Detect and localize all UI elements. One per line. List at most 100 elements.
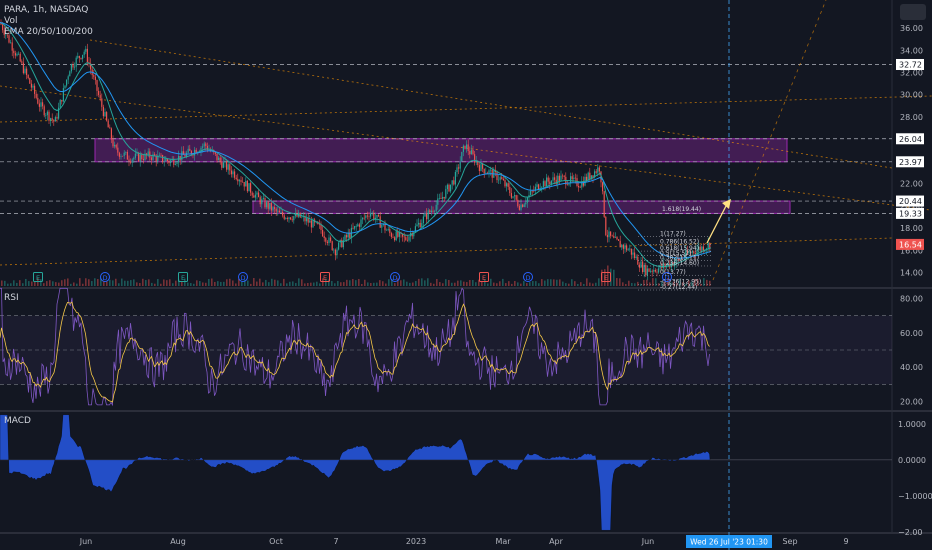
candle-body [595, 171, 597, 173]
candle-body [352, 227, 354, 229]
candle-body [589, 172, 591, 179]
candle-body [586, 176, 588, 181]
candle-body [349, 233, 351, 238]
candle-body [318, 223, 320, 225]
candle-body [133, 157, 135, 160]
price-level-tag-text: 26.04 [899, 135, 922, 144]
price-level-tag [896, 156, 924, 168]
candle-body [389, 229, 391, 234]
symbol-legend[interactable]: PARA, 1h, NASDAQ Vol EMA 20/50/100/200 [4, 5, 93, 38]
supply-zone [94, 138, 788, 163]
volume-bar [337, 280, 339, 286]
candle-body [427, 210, 429, 220]
price-axis-tick: 16.00 [900, 246, 923, 255]
candle-body [651, 270, 653, 272]
candle-body [707, 242, 709, 249]
candle-body [520, 204, 522, 210]
candle-body [346, 235, 348, 238]
candle-body [355, 226, 357, 227]
volume-bar [661, 281, 663, 286]
candle-body [430, 210, 432, 213]
candle-body [664, 263, 666, 268]
candle-body [560, 175, 562, 181]
volume-bar [139, 283, 141, 286]
volume-bar [193, 283, 195, 286]
rsi-pane [0, 287, 892, 407]
earnings-marker [601, 272, 611, 282]
candle-body [634, 252, 636, 258]
candle-body [381, 224, 383, 228]
candle-body [450, 184, 452, 192]
candle-body [630, 248, 632, 255]
candle-body [83, 51, 85, 55]
candle-body [126, 151, 128, 160]
candle-body [451, 180, 453, 185]
candle-body [579, 187, 581, 188]
dividend-marker [238, 272, 248, 282]
candle-body [485, 172, 487, 174]
candle-body [138, 152, 140, 162]
candle-body [307, 218, 309, 223]
volume-bar [700, 283, 702, 286]
candle-body [243, 182, 245, 187]
candle-body [466, 144, 468, 149]
candle-body [442, 196, 444, 199]
time-axis-label: Jun [641, 537, 655, 546]
candle-body [504, 180, 506, 187]
volume-bar [421, 278, 423, 286]
candle-body [189, 148, 191, 151]
price-level-tag-text: 32.72 [899, 60, 922, 69]
volume-bar [373, 282, 375, 286]
candle-body [566, 184, 568, 186]
candle-body [336, 249, 338, 255]
volume-bar [163, 279, 165, 286]
candle-body [426, 213, 428, 220]
price-axis-tick: 34.00 [900, 46, 923, 55]
fib-level-label: 0.5(15.52) [660, 250, 691, 257]
volume-bar [580, 282, 582, 286]
volume-bar [361, 283, 363, 286]
volume-bar [169, 279, 171, 286]
chart-menu-button[interactable] [900, 4, 926, 20]
price-axis-tick: 32.00 [900, 68, 923, 77]
volume-bar [550, 279, 552, 286]
cursor-date-text: Wed 26 Jul '23 01:30 [690, 538, 768, 547]
candle-body [370, 213, 372, 217]
candle-body [467, 144, 469, 152]
candle-body [640, 261, 642, 268]
volume-bar [52, 281, 54, 286]
volume-bar [19, 280, 21, 286]
candle-body [610, 231, 612, 236]
candle-body [483, 168, 485, 174]
candle-body [496, 172, 498, 181]
volume-bar [535, 281, 537, 286]
candle-body [5, 34, 7, 36]
candle-body [69, 71, 71, 77]
candle-body [323, 236, 325, 239]
volume-bar [208, 279, 210, 286]
candle-body [501, 177, 503, 180]
candle-body [294, 213, 296, 217]
volume-bar [166, 280, 168, 286]
candle-body [469, 151, 471, 155]
candle-body [581, 181, 583, 188]
event-marker-letter: E [36, 274, 40, 282]
candle-body [120, 155, 122, 157]
volume-bar [385, 283, 387, 286]
volume-bar [412, 282, 414, 286]
candle-body [555, 179, 557, 185]
volume-bar [199, 281, 201, 286]
volume-bar [520, 283, 522, 286]
candle-body [688, 252, 690, 254]
candle-body [598, 167, 600, 172]
candle-body [291, 219, 293, 221]
candle-body [376, 214, 378, 218]
volume-bar [4, 280, 6, 286]
candle-body [568, 183, 570, 185]
trendline [0, 237, 893, 266]
candle-body [274, 207, 276, 209]
volume-bar [529, 282, 531, 286]
candle-body [13, 50, 15, 54]
